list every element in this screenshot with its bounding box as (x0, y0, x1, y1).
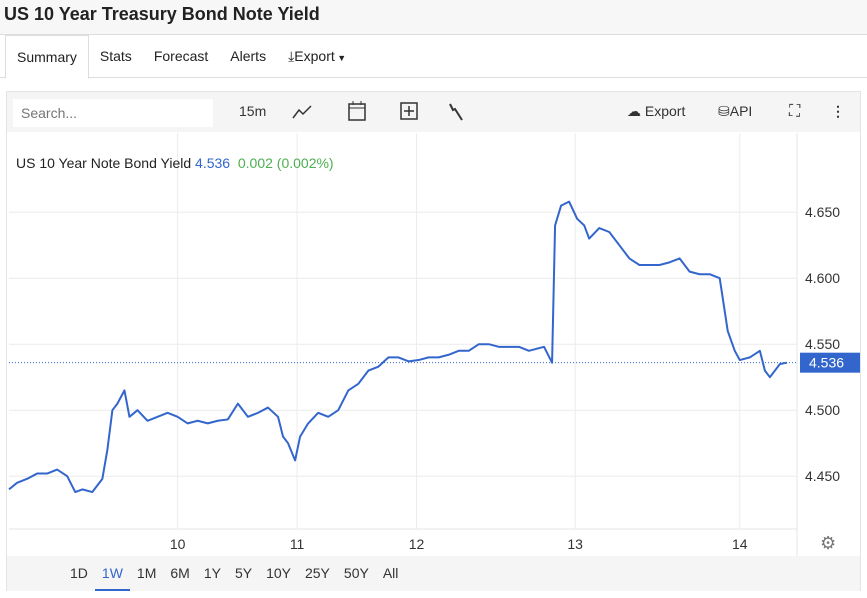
range-25y[interactable]: 25Y (304, 565, 330, 581)
chart-toolbar: 15m ☁ Export ⛁API ⛶ ⋮ (7, 92, 860, 132)
legend-value: 4.536 (195, 155, 231, 171)
y-tick-label: 4.650 (805, 204, 840, 220)
x-tick-label: 12 (409, 536, 425, 552)
title-bar (0, 0, 867, 35)
tab-bar: Summary Stats Forecast Alerts ⤓Export ▼ (0, 35, 867, 79)
range-1w[interactable]: 1W (94, 556, 130, 591)
range-selector: 1D 1W 1M 6M 1Y 5Y 10Y 25Y 50Y All (7, 556, 860, 591)
search-input[interactable] (13, 99, 213, 127)
api-button[interactable]: ⛁API (718, 103, 752, 120)
last-value-badge (800, 352, 860, 373)
database-icon: ⛁ (718, 103, 730, 119)
range-all[interactable]: All (382, 565, 399, 581)
legend-change: 0.002 (0.002%) (237, 155, 334, 171)
y-tick-label: 4.550 (805, 336, 840, 352)
chart-legend: US 10 Year Note Bond Yield 4.536 0.002 (… (16, 155, 334, 171)
yield-line (8, 200, 788, 494)
chart-widget: 4.450 4.500 4.550 4.600 4.650 10 11 12 13 14 4.536… (6, 91, 861, 591)
chart[interactable]: 4.450 4.500 4.550 4.600 4.650 10 11 12 13 14 4.536… (7, 92, 860, 556)
x-tick-label: 11 (290, 536, 305, 552)
x-tick-label: 14 (732, 536, 748, 552)
range-10y[interactable]: 10Y (266, 565, 291, 581)
range-1d[interactable]: 1D (70, 565, 88, 581)
interval-button[interactable]: 15m (239, 103, 267, 119)
tab-alerts[interactable]: Alerts (230, 48, 267, 64)
tab-summary[interactable]: Summary (5, 35, 89, 79)
range-6m[interactable]: 6M (170, 565, 190, 581)
wrench-icon[interactable] (447, 102, 465, 122)
y-tick-label: 4.450 (805, 468, 840, 484)
export-button[interactable]: ☁ Export (627, 103, 685, 120)
fullscreen-icon[interactable]: ⛶ (789, 103, 801, 120)
range-1y[interactable]: 1Y (203, 565, 221, 581)
line-chart-icon[interactable] (292, 104, 312, 120)
x-tick-label: 10 (170, 536, 186, 552)
tab-export[interactable]: ⤓Export ▼ (277, 35, 357, 77)
cloud-download-icon: ☁ (627, 103, 641, 119)
calendar-icon[interactable] (348, 101, 366, 121)
download-icon: ⤓ (288, 48, 295, 64)
export-label: Export (644, 103, 686, 119)
legend-series-name: US 10 Year Note Bond Yield (16, 155, 192, 171)
range-50y[interactable]: 50Y (343, 565, 369, 581)
more-options-icon[interactable]: ⋮ (831, 103, 845, 119)
y-tick-label: 4.500 (805, 402, 840, 418)
last-value-label: 4.536 (809, 355, 844, 371)
tab-stats[interactable]: Stats (99, 48, 132, 64)
tab-forecast[interactable]: Forecast (153, 48, 209, 64)
add-indicator-icon[interactable] (400, 102, 418, 120)
page-title: US 10 Year Treasury Bond Note Yield (4, 4, 320, 24)
api-label: API (729, 103, 753, 119)
caret-down-icon: ▼ (334, 53, 347, 63)
y-tick-label: 4.600 (805, 270, 840, 286)
settings-icon[interactable]: ⚙ (820, 533, 836, 553)
range-1m[interactable]: 1M (136, 565, 157, 581)
x-tick-label: 13 (567, 536, 583, 552)
range-5y[interactable]: 5Y (234, 565, 253, 581)
tab-export-label: Export (294, 48, 335, 64)
